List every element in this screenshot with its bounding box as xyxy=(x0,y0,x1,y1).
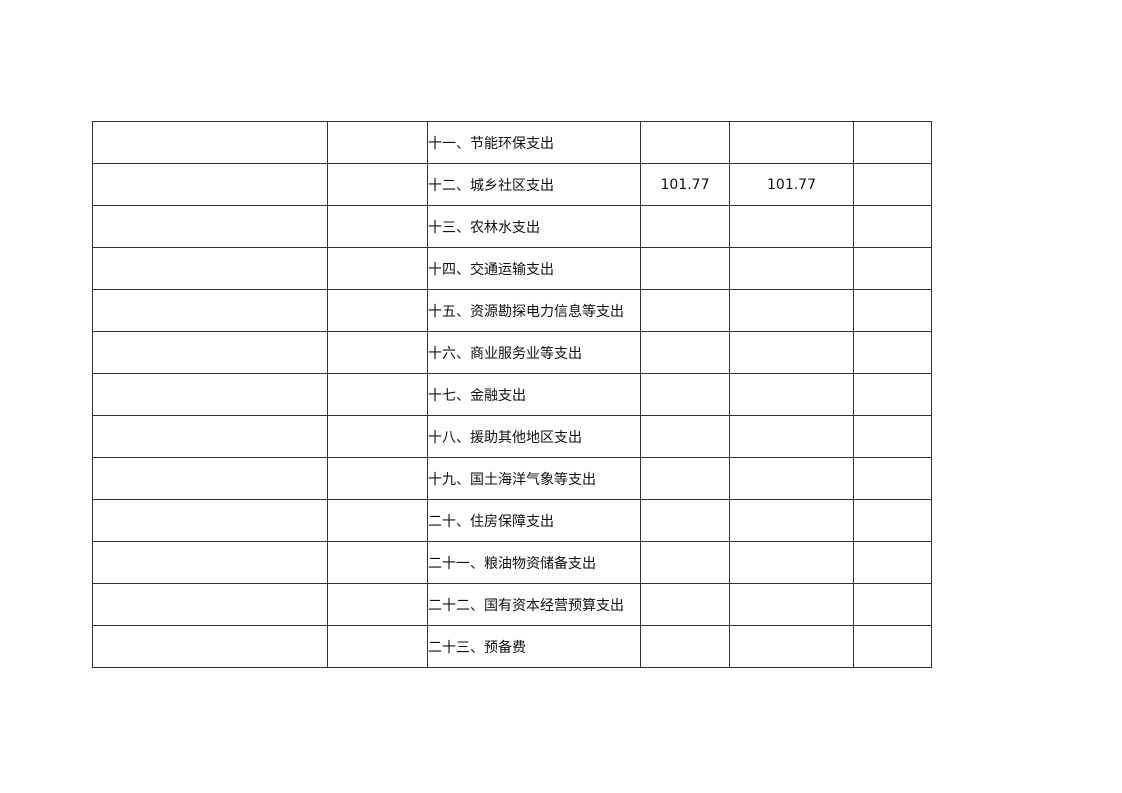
expense-total-cell xyxy=(640,541,730,584)
table-row: 十三、农林水支出 xyxy=(92,205,932,248)
table-row: 十四、交通运输支出 xyxy=(92,247,932,290)
expense-general-budget-cell xyxy=(729,205,854,248)
expense-other-cell xyxy=(853,457,932,500)
expense-total-cell xyxy=(640,331,730,374)
table-row: 十五、资源勘探电力信息等支出 xyxy=(92,289,932,332)
expense-other-cell xyxy=(853,583,932,626)
expense-item-cell: 二十三、预备费 xyxy=(427,625,641,668)
income-item-cell xyxy=(92,247,328,290)
expense-item-cell: 十五、资源勘探电力信息等支出 xyxy=(427,289,641,332)
expense-item-cell: 十七、金融支出 xyxy=(427,373,641,416)
expense-total-cell xyxy=(640,415,730,458)
expense-item-cell: 十三、农林水支出 xyxy=(427,205,641,248)
income-amount-cell xyxy=(327,289,428,332)
expense-other-cell xyxy=(853,163,932,206)
income-amount-cell xyxy=(327,373,428,416)
income-item-cell xyxy=(92,289,328,332)
expense-other-cell xyxy=(853,373,932,416)
expense-general-budget-cell xyxy=(729,625,854,668)
expense-other-cell xyxy=(853,625,932,668)
income-item-cell xyxy=(92,373,328,416)
income-amount-cell xyxy=(327,163,428,206)
expense-total-cell xyxy=(640,457,730,500)
table-row: 十七、金融支出 xyxy=(92,373,932,416)
budget-table: 十一、节能环保支出 十二、城乡社区支出 101.77 101.77 十三、农林水支出 十四… xyxy=(92,121,932,668)
table-row: 十九、国土海洋气象等支出 xyxy=(92,457,932,500)
expense-item-cell: 十八、援助其他地区支出 xyxy=(427,415,641,458)
expense-general-budget-cell xyxy=(729,121,854,164)
expense-other-cell xyxy=(853,415,932,458)
expense-general-budget-cell xyxy=(729,289,854,332)
income-item-cell xyxy=(92,205,328,248)
income-amount-cell xyxy=(327,415,428,458)
expense-total-cell xyxy=(640,247,730,290)
expense-item-cell: 十一、节能环保支出 xyxy=(427,121,641,164)
expense-item-cell: 十二、城乡社区支出 xyxy=(427,163,641,206)
expense-item-cell: 二十一、粮油物资储备支出 xyxy=(427,541,641,584)
income-item-cell xyxy=(92,499,328,542)
expense-other-cell xyxy=(853,121,932,164)
expense-general-budget-cell xyxy=(729,541,854,584)
expense-general-budget-cell xyxy=(729,247,854,290)
income-item-cell xyxy=(92,541,328,584)
expense-general-budget-cell xyxy=(729,583,854,626)
expense-other-cell xyxy=(853,247,932,290)
expense-total-cell xyxy=(640,499,730,542)
expense-other-cell xyxy=(853,541,932,584)
income-item-cell xyxy=(92,457,328,500)
income-item-cell xyxy=(92,583,328,626)
expense-item-cell: 二十二、国有资本经营预算支出 xyxy=(427,583,641,626)
table-row: 二十三、预备费 xyxy=(92,625,932,668)
table-row: 十八、援助其他地区支出 xyxy=(92,415,932,458)
expense-other-cell xyxy=(853,205,932,248)
expense-item-cell: 十六、商业服务业等支出 xyxy=(427,331,641,374)
table-row: 二十一、粮油物资储备支出 xyxy=(92,541,932,584)
table-row: 十二、城乡社区支出 101.77 101.77 xyxy=(92,163,932,206)
expense-item-cell: 十九、国土海洋气象等支出 xyxy=(427,457,641,500)
expense-other-cell xyxy=(853,331,932,374)
income-amount-cell xyxy=(327,247,428,290)
income-amount-cell xyxy=(327,457,428,500)
expense-total-cell xyxy=(640,625,730,668)
income-amount-cell xyxy=(327,625,428,668)
expense-item-cell: 十四、交通运输支出 xyxy=(427,247,641,290)
table-row: 十一、节能环保支出 xyxy=(92,121,932,164)
income-item-cell xyxy=(92,331,328,374)
expense-general-budget-cell xyxy=(729,499,854,542)
income-item-cell xyxy=(92,121,328,164)
income-item-cell xyxy=(92,625,328,668)
expense-total-cell xyxy=(640,205,730,248)
expense-general-budget-cell xyxy=(729,373,854,416)
income-item-cell xyxy=(92,415,328,458)
expense-total-cell xyxy=(640,373,730,416)
income-amount-cell xyxy=(327,331,428,374)
expense-other-cell xyxy=(853,289,932,332)
income-item-cell xyxy=(92,163,328,206)
expense-total-cell xyxy=(640,121,730,164)
expense-item-cell: 二十、住房保障支出 xyxy=(427,499,641,542)
income-amount-cell xyxy=(327,583,428,626)
income-amount-cell xyxy=(327,541,428,584)
expense-general-budget-cell: 101.77 xyxy=(729,163,854,206)
table-row: 十六、商业服务业等支出 xyxy=(92,331,932,374)
expense-total-cell xyxy=(640,289,730,332)
expense-general-budget-cell xyxy=(729,415,854,458)
expense-other-cell xyxy=(853,499,932,542)
income-amount-cell xyxy=(327,121,428,164)
expense-total-cell: 101.77 xyxy=(640,163,730,206)
expense-general-budget-cell xyxy=(729,457,854,500)
table-row: 二十、住房保障支出 xyxy=(92,499,932,542)
table-row: 二十二、国有资本经营预算支出 xyxy=(92,583,932,626)
income-amount-cell xyxy=(327,205,428,248)
expense-general-budget-cell xyxy=(729,331,854,374)
income-amount-cell xyxy=(327,499,428,542)
expense-total-cell xyxy=(640,583,730,626)
